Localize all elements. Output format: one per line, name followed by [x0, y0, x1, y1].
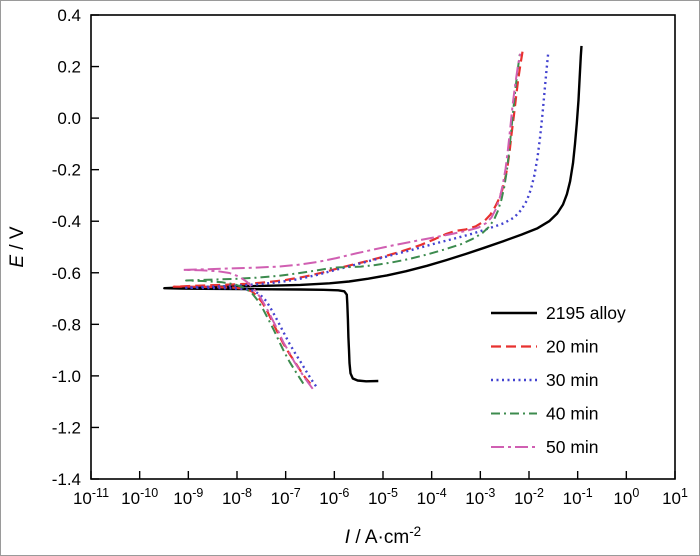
y-tick-label: -0.8: [52, 315, 81, 334]
legend-item-20-min: 20 min: [491, 337, 599, 357]
legend-item-30-min: 30 min: [491, 370, 599, 390]
series-curve-30-min: [184, 50, 550, 387]
x-tick-label: 10-10: [121, 486, 158, 508]
x-tick-label: 10-9: [173, 486, 203, 508]
legend-label: 2195 alloy: [546, 303, 626, 323]
series-curve-50-min: [182, 53, 522, 390]
x-tick-label: 10-8: [222, 486, 252, 508]
y-tick-label: -1.0: [52, 367, 81, 386]
legend-label: 40 min: [546, 404, 599, 424]
legend-item-40-min: 40 min: [491, 404, 599, 424]
legend-label: 50 min: [546, 437, 599, 457]
x-tick-label: 10-5: [368, 486, 398, 508]
legend: 2195 alloy 20 min 30 min 40 min 50 min: [491, 303, 626, 457]
x-tick-label: 10-4: [417, 486, 447, 508]
y-axis-title: E / V: [7, 226, 28, 268]
y-tick-label: -0.2: [52, 161, 81, 180]
y-tick-label: -1.4: [52, 470, 81, 489]
x-tick-label: 101: [662, 486, 688, 508]
x-tick-label: 10-7: [271, 486, 301, 508]
legend-item-2195-alloy: 2195 alloy: [491, 303, 626, 323]
y-tick-label: 0.4: [57, 6, 81, 25]
x-tick-label: 10-11: [73, 486, 109, 508]
y-tick-label: 0.0: [57, 109, 81, 128]
y-tick-label: -1.2: [52, 418, 81, 437]
series-curve-40-min: [185, 53, 521, 385]
legend-label: 20 min: [546, 337, 599, 357]
x-tick-label: 10-3: [465, 486, 495, 508]
legend-item-50-min: 50 min: [491, 437, 599, 457]
x-tick-label: 100: [613, 486, 639, 508]
y-tick-label: 0.2: [57, 58, 81, 77]
x-tick-label: 10-1: [563, 486, 593, 508]
legend-label: 30 min: [546, 370, 599, 390]
series-curve-2195-alloy: [163, 45, 583, 383]
y-tick-label: -0.6: [52, 264, 81, 283]
y-tick-label: -0.4: [52, 212, 81, 231]
x-tick-label: 10-6: [319, 486, 349, 508]
x-tick-label: 10-2: [514, 486, 544, 508]
x-axis-title: I / A·cm-2: [345, 524, 421, 548]
